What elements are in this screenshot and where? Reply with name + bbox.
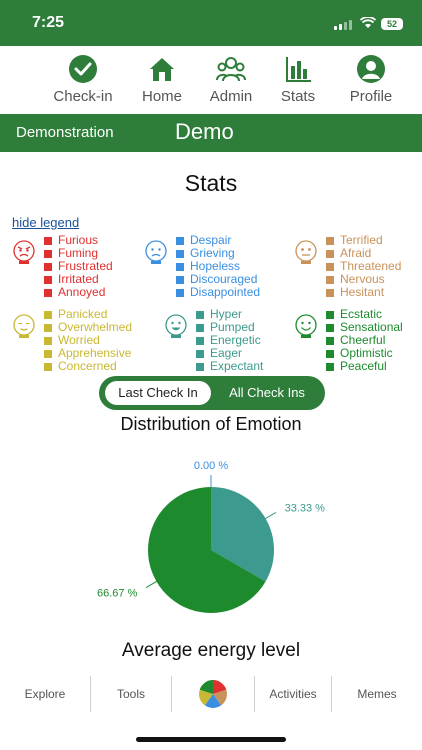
- legend-item: Despair: [176, 234, 260, 247]
- legend-item: Frustrated: [44, 260, 113, 273]
- legend-item: Fuming: [44, 247, 113, 260]
- check-in-range-toggle: Last Check In All Check Ins: [99, 376, 325, 410]
- nav-admin[interactable]: Admin: [191, 54, 271, 105]
- legend-item: Annoyed: [44, 286, 113, 299]
- status-bar: 7:25 52: [0, 0, 422, 46]
- legend-item: Afraid: [326, 247, 401, 260]
- excited-face-icon: [165, 314, 187, 338]
- happy-face-icon: [295, 314, 317, 338]
- legend-item: Nervous: [326, 273, 401, 286]
- last-check-in-tab[interactable]: Last Check In: [105, 381, 211, 405]
- status-time: 7:25: [32, 14, 65, 31]
- home-icon: [150, 58, 174, 81]
- group-title: Demo: [175, 119, 234, 144]
- legend-item: Sensational: [326, 321, 403, 334]
- sad-face-icon: [145, 240, 167, 264]
- legend-list: Panicked Overwhelmed Worried Apprehensiv…: [44, 308, 132, 373]
- tab-explore[interactable]: Explore: [24, 687, 66, 701]
- legend-item: Optimistic: [326, 347, 403, 360]
- legend-item: Concerned: [44, 360, 132, 373]
- nav-label: Stats: [280, 88, 316, 105]
- battery-icon: 52: [381, 18, 403, 30]
- bottom-tab-bar: Explore Tools Activities Memes: [0, 674, 422, 714]
- nav-label: Admin: [209, 88, 253, 105]
- angry-face-icon: [13, 240, 35, 264]
- wifi-icon: [359, 16, 377, 32]
- emotion-pie-icon: [199, 680, 227, 708]
- legend-list: Ecstatic Sensational Cheerful Optimistic…: [326, 308, 403, 373]
- pie-slice: [211, 487, 275, 582]
- legend-item: Apprehensive: [44, 347, 132, 360]
- tab-center[interactable]: [172, 674, 254, 714]
- legend-item: Terrified: [326, 234, 401, 247]
- nav-profile[interactable]: Profile: [331, 54, 411, 105]
- pie-slice: [148, 487, 266, 613]
- pie-slice-label: 66.67 %: [97, 588, 138, 600]
- legend-item: Cheerful: [326, 334, 403, 347]
- hide-legend-link[interactable]: hide legend: [12, 215, 80, 230]
- pie-label-leader: [263, 512, 277, 520]
- nav-stats[interactable]: Stats: [258, 54, 338, 105]
- admin-group-icon: [216, 57, 246, 82]
- group-name[interactable]: Demonstration: [16, 124, 114, 141]
- pie-slice-label: 0.00 %: [194, 460, 228, 472]
- tab-activities[interactable]: Activities: [269, 687, 317, 701]
- legend-item: Furious: [44, 234, 113, 247]
- legend-item: Eager: [196, 347, 263, 360]
- pie-slice-label: 33.33 %: [285, 502, 326, 514]
- legend-item: Irritated: [44, 273, 113, 286]
- legend-list: Furious Fuming Frustrated Irritated Anno…: [44, 234, 113, 299]
- legend-list: Hyper Pumped Energetic Eager Expectant: [196, 308, 263, 373]
- legend-item: Panicked: [44, 308, 132, 321]
- nav-label: Home: [141, 88, 182, 105]
- cellular-signal-icon: [334, 20, 352, 30]
- legend-item: Worried: [44, 334, 132, 347]
- tab-memes[interactable]: Memes: [357, 687, 397, 701]
- legend-item: Discouraged: [176, 273, 260, 286]
- group-header-bar: Demonstration Demo: [0, 114, 422, 152]
- nav-label: Check-in: [53, 88, 113, 105]
- legend-item: Grieving: [176, 247, 260, 260]
- legend-item: Hopeless: [176, 260, 260, 273]
- legend-item: Peaceful: [326, 360, 403, 373]
- nav-label: Profile: [349, 88, 393, 105]
- distribution-title: Distribution of Emotion: [120, 414, 302, 434]
- legend-list: Despair Grieving Hopeless Discouraged Di…: [176, 234, 260, 299]
- top-nav: Check-in Home Admin Stats Profile: [0, 46, 422, 114]
- tab-tools[interactable]: Tools: [116, 687, 145, 701]
- energy-title: Average energy level: [121, 640, 301, 661]
- legend-item: Threatened: [326, 260, 401, 273]
- page-title: Stats: [184, 170, 238, 196]
- legend-item: Pumped: [196, 321, 263, 334]
- all-check-ins-tab[interactable]: All Check Ins: [229, 385, 305, 400]
- legend-item: Hesitant: [326, 286, 401, 299]
- legend-item: Hyper: [196, 308, 263, 321]
- bar-chart-icon: [286, 57, 311, 82]
- nav-check-in[interactable]: Check-in: [43, 54, 123, 105]
- check-circle-icon: [69, 55, 97, 83]
- home-indicator: [136, 737, 286, 742]
- legend-item: Disappointed: [176, 286, 260, 299]
- profile-icon: [357, 55, 385, 83]
- legend-list: Terrified Afraid Threatened Nervous Hesi…: [326, 234, 401, 299]
- nav-home[interactable]: Home: [122, 54, 202, 105]
- legend-item: Expectant: [196, 360, 263, 373]
- pie-label-leader: [145, 580, 159, 588]
- scared-face-icon: [295, 240, 317, 264]
- legend-item: Energetic: [196, 334, 263, 347]
- legend-item: Ecstatic: [326, 308, 403, 321]
- legend-item: Overwhelmed: [44, 321, 132, 334]
- calm-face-icon: [13, 314, 35, 338]
- emotion-pie-chart: 0.00 % 33.33 % 66.67 %: [97, 460, 326, 613]
